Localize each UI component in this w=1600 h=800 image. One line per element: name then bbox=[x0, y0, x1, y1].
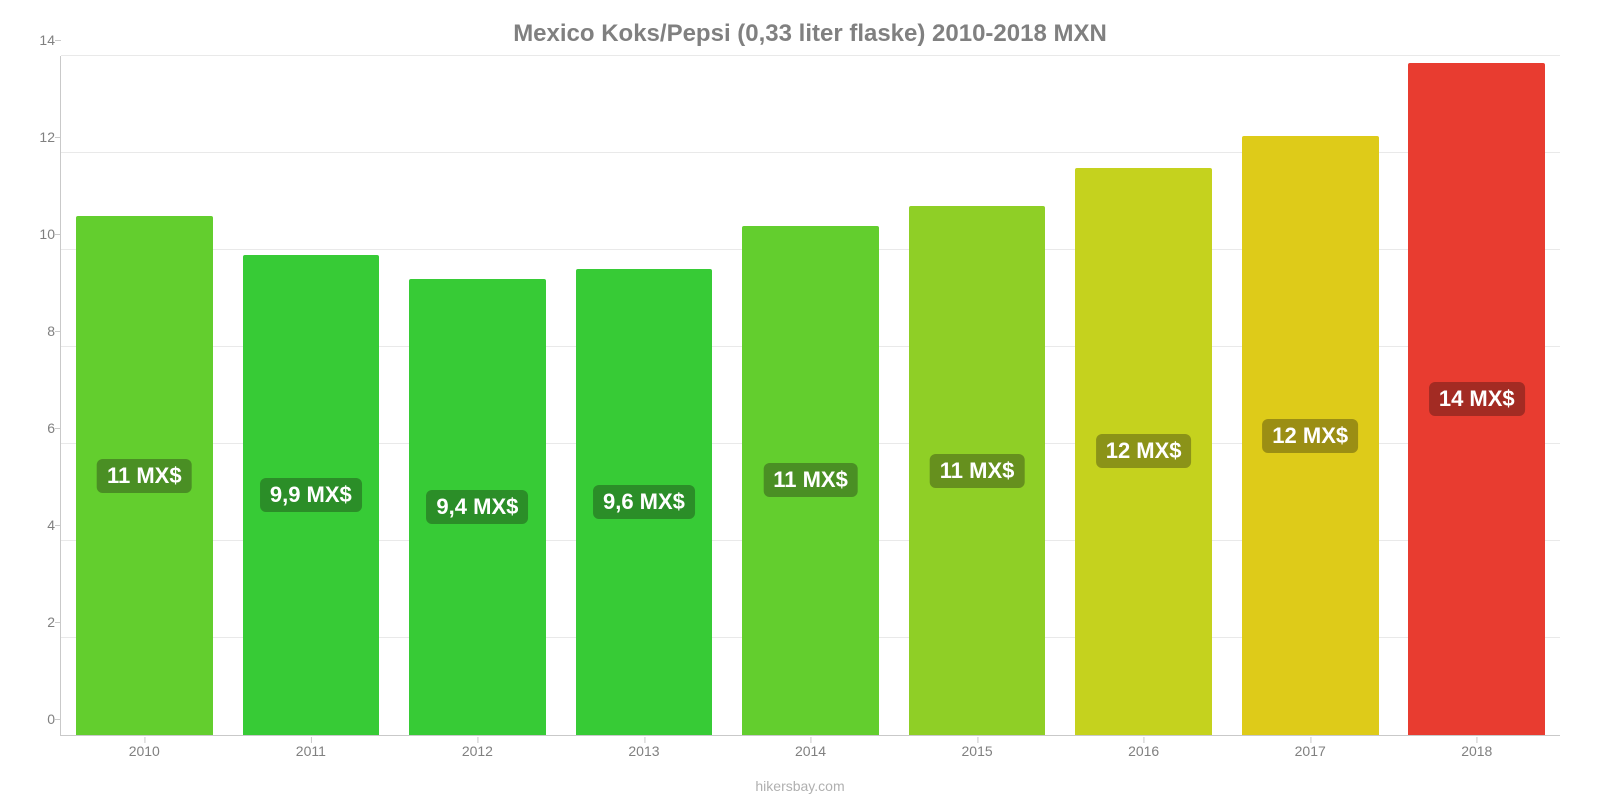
bar: 9,4 MX$ bbox=[409, 279, 546, 735]
y-tick-label: 12 bbox=[21, 129, 55, 145]
bar: 11 MX$ bbox=[909, 206, 1046, 735]
bar: 11 MX$ bbox=[76, 216, 213, 735]
bar-slot: 11 MX$2010 bbox=[61, 56, 228, 735]
bar-value-label: 12 MX$ bbox=[1096, 434, 1192, 468]
bar: 12 MX$ bbox=[1075, 168, 1212, 735]
bar-slot: 9,6 MX$2013 bbox=[561, 56, 728, 735]
bar-value-label: 11 MX$ bbox=[763, 463, 858, 497]
bar-value-label: 9,9 MX$ bbox=[260, 478, 362, 512]
bar-value-label: 9,6 MX$ bbox=[593, 485, 695, 519]
y-tick-label: 4 bbox=[21, 517, 55, 533]
y-tick-label: 2 bbox=[21, 614, 55, 630]
bar-value-label: 14 MX$ bbox=[1429, 382, 1525, 416]
x-tick-label: 2014 bbox=[795, 743, 826, 759]
bar-slot: 9,9 MX$2011 bbox=[228, 56, 395, 735]
bars-group: 11 MX$20109,9 MX$20119,4 MX$20129,6 MX$2… bbox=[61, 56, 1560, 735]
chart-credit: hikersbay.com bbox=[0, 778, 1600, 794]
x-tick-label: 2015 bbox=[962, 743, 993, 759]
y-tick-label: 8 bbox=[21, 323, 55, 339]
bar-slot: 11 MX$2014 bbox=[727, 56, 894, 735]
bar-slot: 9,4 MX$2012 bbox=[394, 56, 561, 735]
y-tick-label: 6 bbox=[21, 420, 55, 436]
x-tick-label: 2018 bbox=[1461, 743, 1492, 759]
chart-container: Mexico Koks/Pepsi (0,33 liter flaske) 20… bbox=[0, 0, 1600, 800]
bar-slot: 12 MX$2016 bbox=[1060, 56, 1227, 735]
x-tick-label: 2010 bbox=[129, 743, 160, 759]
bar-value-label: 12 MX$ bbox=[1262, 419, 1358, 453]
x-tick-label: 2013 bbox=[628, 743, 659, 759]
y-tick-label: 14 bbox=[21, 32, 55, 48]
chart-title: Mexico Koks/Pepsi (0,33 liter flaske) 20… bbox=[60, 20, 1560, 48]
x-tick-label: 2017 bbox=[1295, 743, 1326, 759]
bar: 9,9 MX$ bbox=[243, 255, 380, 735]
bar: 9,6 MX$ bbox=[576, 269, 713, 735]
bar-value-label: 11 MX$ bbox=[97, 459, 192, 493]
y-tick-label: 0 bbox=[21, 711, 55, 727]
bar: 12 MX$ bbox=[1242, 136, 1379, 735]
bar: 14 MX$ bbox=[1408, 63, 1545, 735]
x-tick-label: 2016 bbox=[1128, 743, 1159, 759]
bar-slot: 12 MX$2017 bbox=[1227, 56, 1394, 735]
bar-value-label: 9,4 MX$ bbox=[426, 490, 528, 524]
x-tick-label: 2012 bbox=[462, 743, 493, 759]
plot-area: 11 MX$20109,9 MX$20119,4 MX$20129,6 MX$2… bbox=[60, 56, 1560, 736]
y-tick-label: 10 bbox=[21, 226, 55, 242]
bar-slot: 11 MX$2015 bbox=[894, 56, 1061, 735]
x-tick-label: 2011 bbox=[296, 743, 326, 759]
bar-value-label: 11 MX$ bbox=[930, 454, 1025, 488]
bar: 11 MX$ bbox=[742, 226, 879, 735]
bar-slot: 14 MX$2018 bbox=[1394, 56, 1561, 735]
